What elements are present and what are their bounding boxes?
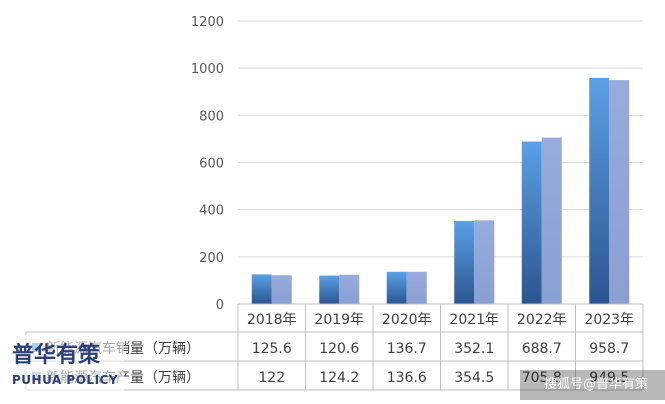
- logo-en-text: PUHUA POLICY: [12, 373, 118, 387]
- data-label: 125.6: [252, 341, 292, 357]
- data-label: 352.1: [454, 341, 494, 357]
- gridlines: [238, 20, 643, 258]
- data-label: 949.5: [589, 370, 629, 386]
- data-label: 120.6: [319, 341, 359, 357]
- bar-production-5: [609, 80, 630, 304]
- x-tick-label: 2021年: [449, 312, 499, 328]
- x-tick-label: 2020年: [382, 312, 432, 328]
- logo-backdrop: [6, 334, 124, 392]
- bar-production-3: [474, 220, 495, 304]
- watermark-text: 搜狐号@普华有策: [544, 376, 648, 392]
- data-label: 122: [258, 370, 285, 386]
- data-label: 136.7: [387, 341, 427, 357]
- bar-sales-2: [386, 271, 407, 304]
- bar-sales-0: [251, 274, 272, 304]
- data-label: 688.7: [522, 341, 562, 357]
- data-label: 124.2: [319, 370, 359, 386]
- bar-production-2: [406, 271, 427, 304]
- y-tick-label: 600: [199, 157, 224, 172]
- bar-production-0: [271, 275, 292, 304]
- x-tick-label: 2022年: [517, 312, 567, 328]
- x-tick-label: 2019年: [314, 312, 364, 328]
- bar-production-1: [339, 274, 360, 304]
- data-label: 958.7: [589, 341, 629, 357]
- y-tick-label: 400: [199, 204, 224, 219]
- data-label: 354.5: [454, 370, 494, 386]
- bar-sales-4: [521, 141, 542, 304]
- y-tick-label: 1000: [191, 62, 224, 77]
- logo: 普华有策 PUHUA POLICY: [6, 334, 124, 392]
- data-label: 136.6: [387, 370, 427, 386]
- bar-sales-5: [589, 77, 610, 304]
- x-tick-label: 2023年: [584, 312, 634, 328]
- y-tick-label: 800: [199, 109, 224, 124]
- bars: [251, 77, 630, 304]
- y-tick-label: 1200: [191, 15, 224, 30]
- y-tick-label: 200: [199, 251, 224, 266]
- x-tick-label: 2018年: [247, 312, 297, 328]
- logo-cn-text: 普华有策: [12, 342, 101, 368]
- watermark-backdrop: [520, 370, 665, 400]
- bar-sales-1: [319, 275, 340, 304]
- data-label: 705.8: [522, 370, 562, 386]
- bar-production-4: [541, 137, 562, 304]
- y-tick-label: 0: [216, 298, 224, 313]
- bar-sales-3: [454, 220, 475, 304]
- y-axis-ticks: 0 200 400 600 800 1000 1200: [191, 15, 224, 313]
